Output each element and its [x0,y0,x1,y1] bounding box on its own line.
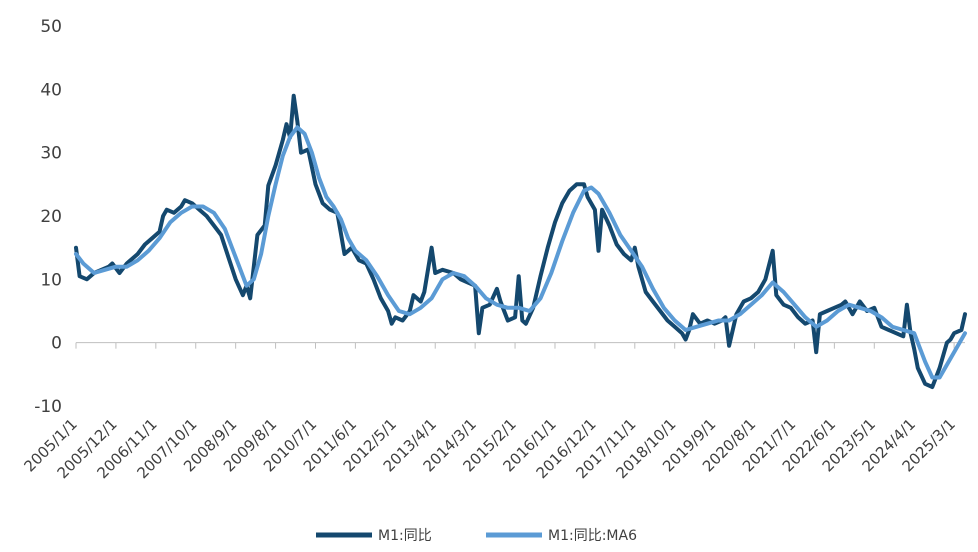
legend-label-m1-yoy-ma6: M1:同比:MA6 [548,528,637,544]
series-layer [74,93,967,389]
y-tick-label: 30 [40,144,62,164]
y-tick-label: 0 [51,334,62,354]
y-tick-label: 50 [40,17,62,37]
y-axis-ticks: -10 0 10 20 30 40 50 [34,17,62,417]
series-line-m1-yoy-ma6 [74,125,967,380]
x-axis-tick-marks [75,342,955,349]
y-tick-label: 20 [40,207,62,227]
x-axis-ticks: 2005/1/12005/12/12006/11/12007/10/12008/… [20,415,958,482]
y-tick-label: 40 [40,80,62,100]
y-tick-label: -10 [34,397,62,417]
legend-label-m1-yoy: M1:同比 [378,528,432,544]
legend: M1:同比 M1:同比:MA6 [316,528,637,544]
y-tick-label: 10 [40,270,62,290]
series-line-m1-yoy [74,93,967,389]
